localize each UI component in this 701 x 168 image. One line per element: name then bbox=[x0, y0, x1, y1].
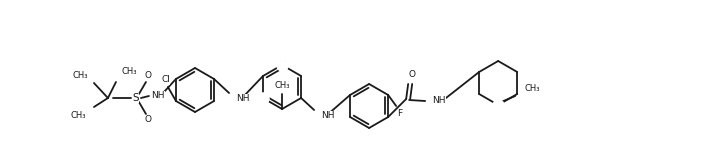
Text: CH₃: CH₃ bbox=[72, 71, 88, 79]
Text: CH₃: CH₃ bbox=[274, 81, 290, 91]
Text: CH₃: CH₃ bbox=[122, 68, 137, 76]
Text: CH₃: CH₃ bbox=[524, 85, 540, 94]
Text: NH: NH bbox=[236, 94, 250, 103]
Text: O: O bbox=[144, 72, 151, 80]
Text: N: N bbox=[279, 60, 285, 70]
Text: N: N bbox=[495, 100, 501, 110]
Text: NH: NH bbox=[432, 96, 446, 106]
Text: O: O bbox=[409, 71, 416, 79]
Text: Cl: Cl bbox=[161, 75, 170, 85]
Text: O: O bbox=[144, 116, 151, 124]
Text: S: S bbox=[132, 93, 139, 103]
Text: CH₃: CH₃ bbox=[70, 111, 86, 119]
Text: N: N bbox=[259, 94, 266, 102]
Text: NH: NH bbox=[151, 91, 165, 99]
Text: NH: NH bbox=[321, 112, 334, 120]
Text: F: F bbox=[397, 110, 402, 118]
